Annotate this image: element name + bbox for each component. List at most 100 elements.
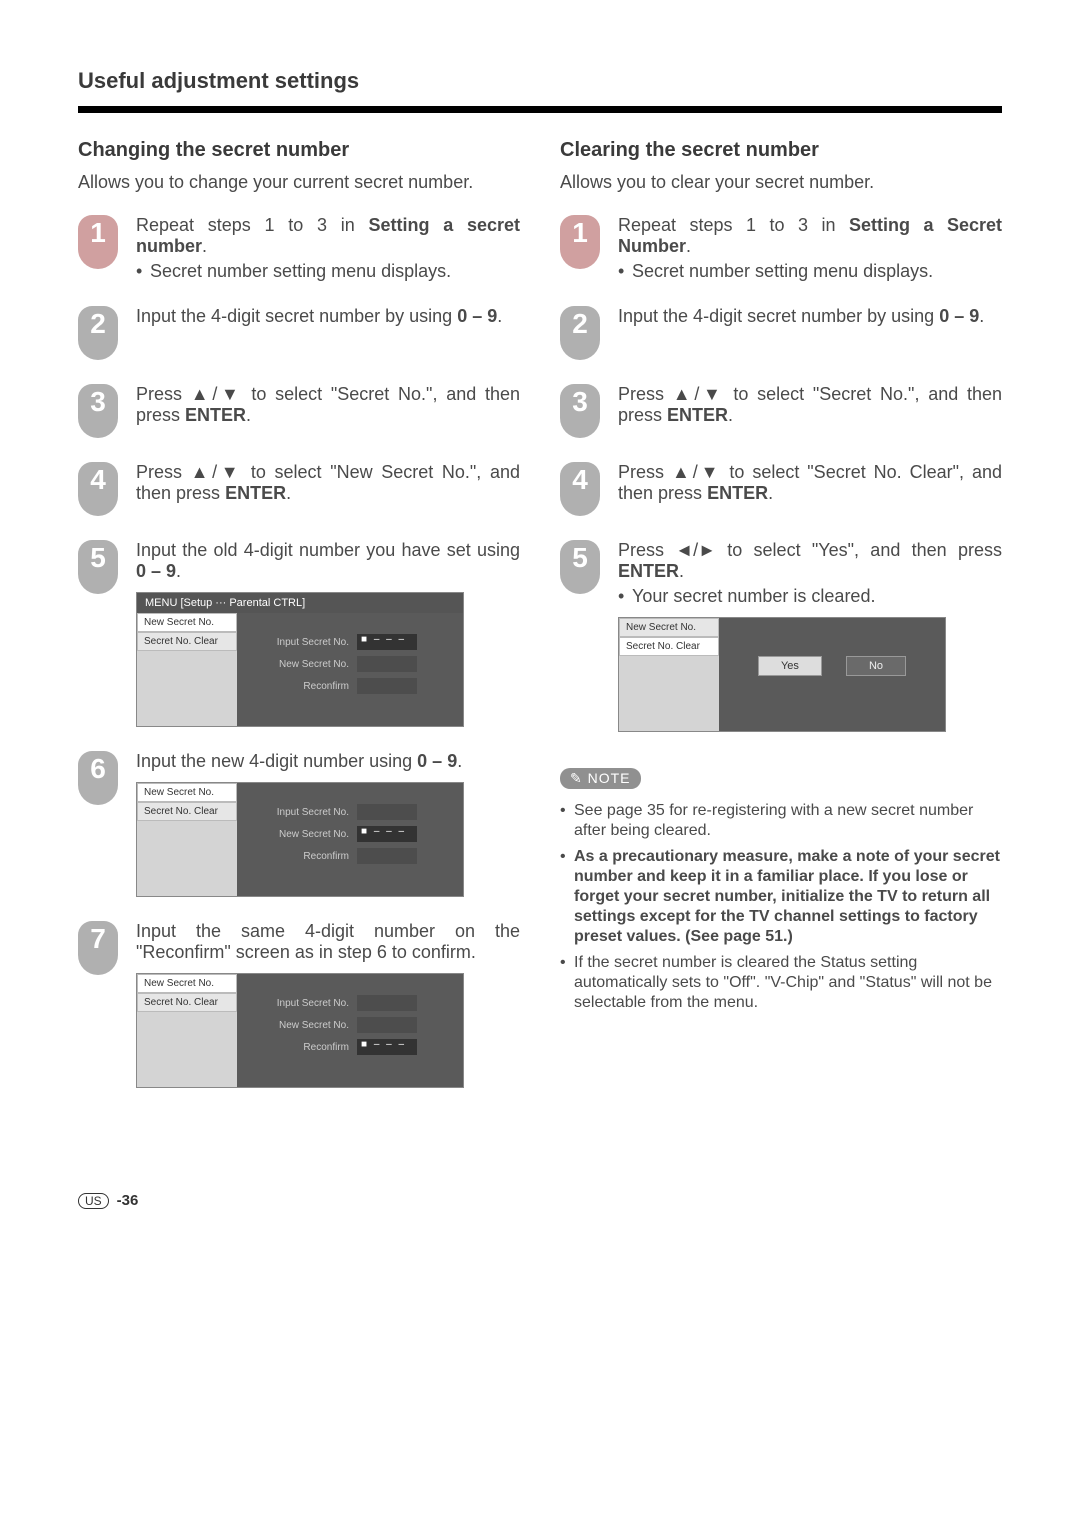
s1-bullet: Secret number setting menu displays. bbox=[136, 261, 520, 282]
ss3-f1: Input Secret No. bbox=[249, 998, 349, 1009]
ss1-b1: ■ – – – bbox=[357, 634, 417, 650]
ss2-f2: New Secret No. bbox=[249, 829, 349, 840]
r-step-num-2: 2 bbox=[560, 306, 600, 360]
ss2-b2: ■ – – – bbox=[357, 826, 417, 842]
ss1-f2: New Secret No. bbox=[249, 659, 349, 670]
step-6: 6 Input the new 4-digit number using 0 –… bbox=[78, 751, 520, 897]
s2a: Input the 4-digit secret number by using bbox=[136, 306, 457, 326]
step-num-5: 5 bbox=[78, 540, 118, 594]
heading-changing: Changing the secret number bbox=[78, 139, 520, 162]
ss1-b3 bbox=[357, 678, 417, 694]
step-4: 4 Press ▲/▼ to select "New Secret No.", … bbox=[78, 462, 520, 516]
s4a: Press ▲/▼ to select "New Secret No.", an… bbox=[136, 462, 520, 503]
r1a: Repeat steps 1 to 3 in bbox=[618, 215, 849, 235]
ss4-menu2: Secret No. Clear bbox=[619, 637, 719, 656]
step-2: 2 Input the 4-digit secret number by usi… bbox=[78, 306, 520, 360]
ss1-bar: MENU [Setup ··· Parental CTRL] bbox=[137, 593, 463, 613]
r2c: . bbox=[979, 306, 984, 326]
note-1: See page 35 for re-registering with a ne… bbox=[560, 801, 1002, 841]
r-step-1: 1 Repeat steps 1 to 3 in Setting a Secre… bbox=[560, 215, 1002, 282]
lead-clearing: Allows you to clear your secret number. bbox=[560, 172, 1002, 193]
screenshot-1: MENU [Setup ··· Parental CTRL] New Secre… bbox=[136, 592, 464, 727]
r-step-num-5: 5 bbox=[560, 540, 600, 594]
ss2-menu1: New Secret No. bbox=[137, 783, 237, 802]
s7: Input the same 4-digit number on the "Re… bbox=[136, 921, 520, 962]
step-num-3: 3 bbox=[78, 384, 118, 438]
page-title: Useful adjustment settings bbox=[78, 68, 1002, 113]
s5a: Input the old 4-digit number you have se… bbox=[136, 540, 520, 560]
r-step-2: 2 Input the 4-digit secret number by usi… bbox=[560, 306, 1002, 360]
r-step-num-1: 1 bbox=[560, 215, 600, 269]
notes: See page 35 for re-registering with a ne… bbox=[560, 801, 1002, 1013]
s1c: . bbox=[202, 236, 207, 256]
r5b: ENTER bbox=[618, 561, 679, 581]
s6b: 0 – 9 bbox=[417, 751, 457, 771]
r-step-4: 4 Press ▲/▼ to select "Secret No. Clear"… bbox=[560, 462, 1002, 516]
ss2-menu2: Secret No. Clear bbox=[137, 802, 237, 821]
step-num-4: 4 bbox=[78, 462, 118, 516]
ss3-b2 bbox=[357, 1017, 417, 1033]
note-3: If the secret number is cleared the Stat… bbox=[560, 953, 1002, 1013]
r3c: . bbox=[728, 405, 733, 425]
column-clearing: Clearing the secret number Allows you to… bbox=[560, 139, 1002, 1112]
r-step-num-4: 4 bbox=[560, 462, 600, 516]
s3b: ENTER bbox=[185, 405, 246, 425]
ss1-menu1: New Secret No. bbox=[137, 613, 237, 632]
ss3-f3: Reconfirm bbox=[249, 1042, 349, 1053]
s2b: 0 – 9 bbox=[457, 306, 497, 326]
footer-region: US bbox=[78, 1193, 109, 1209]
ss1-f1: Input Secret No. bbox=[249, 637, 349, 648]
column-changing: Changing the secret number Allows you to… bbox=[78, 139, 520, 1112]
note-label: ✎ NOTE bbox=[560, 768, 641, 789]
step-1: 1 Repeat steps 1 to 3 in Setting a secre… bbox=[78, 215, 520, 282]
step-7: 7 Input the same 4-digit number on the "… bbox=[78, 921, 520, 1088]
footer-page: -36 bbox=[117, 1192, 139, 1209]
r5c: . bbox=[679, 561, 684, 581]
step-num-1: 1 bbox=[78, 215, 118, 269]
ss3-f2: New Secret No. bbox=[249, 1020, 349, 1031]
ss1-f3: Reconfirm bbox=[249, 681, 349, 692]
screenshot-4: New Secret No. Secret No. Clear Yes No bbox=[618, 617, 946, 732]
note-2: As a precautionary measure, make a note … bbox=[560, 847, 1002, 947]
s5b: 0 – 9 bbox=[136, 561, 176, 581]
ss3-menu2: Secret No. Clear bbox=[137, 993, 237, 1012]
ss2-f1: Input Secret No. bbox=[249, 807, 349, 818]
ss4-menu1: New Secret No. bbox=[619, 618, 719, 637]
r-step-5: 5 Press ◄/► to select "Yes", and then pr… bbox=[560, 540, 1002, 732]
ss3-b3: ■ – – – bbox=[357, 1039, 417, 1055]
r-step-num-3: 3 bbox=[560, 384, 600, 438]
r3b: ENTER bbox=[667, 405, 728, 425]
r5-bullet: Your secret number is cleared. bbox=[618, 586, 1002, 607]
ss1-menu2: Secret No. Clear bbox=[137, 632, 237, 651]
step-num-2: 2 bbox=[78, 306, 118, 360]
page-footer: US -36 bbox=[78, 1192, 1002, 1209]
step-5: 5 Input the old 4-digit number you have … bbox=[78, 540, 520, 727]
r4b: ENTER bbox=[707, 483, 768, 503]
r4a: Press ▲/▼ to select "Secret No. Clear", … bbox=[618, 462, 1002, 503]
r-step-3: 3 Press ▲/▼ to select "Secret No.", and … bbox=[560, 384, 1002, 438]
screenshot-3: New Secret No. Secret No. Clear Input Se… bbox=[136, 973, 464, 1088]
ss2-f3: Reconfirm bbox=[249, 851, 349, 862]
s6c: . bbox=[457, 751, 462, 771]
ss2-b3 bbox=[357, 848, 417, 864]
s1a: Repeat steps 1 to 3 in bbox=[136, 215, 368, 235]
s2c: . bbox=[497, 306, 502, 326]
s4c: . bbox=[286, 483, 291, 503]
lead-changing: Allows you to change your current secret… bbox=[78, 172, 520, 193]
s6a: Input the new 4-digit number using bbox=[136, 751, 417, 771]
s4b: ENTER bbox=[225, 483, 286, 503]
r1-bullet: Secret number setting menu displays. bbox=[618, 261, 1002, 282]
heading-clearing: Clearing the secret number bbox=[560, 139, 1002, 162]
ss1-b2 bbox=[357, 656, 417, 672]
step-3: 3 Press ▲/▼ to select "Secret No.", and … bbox=[78, 384, 520, 438]
r2a: Input the 4-digit secret number by using bbox=[618, 306, 939, 326]
yes-button: Yes bbox=[758, 656, 822, 676]
r1c: . bbox=[686, 236, 691, 256]
r5a: Press ◄/► to select "Yes", and then pres… bbox=[618, 540, 1002, 560]
ss3-b1 bbox=[357, 995, 417, 1011]
ss2-b1 bbox=[357, 804, 417, 820]
step-num-6: 6 bbox=[78, 751, 118, 805]
step-num-7: 7 bbox=[78, 921, 118, 975]
r4c: . bbox=[768, 483, 773, 503]
screenshot-2: New Secret No. Secret No. Clear Input Se… bbox=[136, 782, 464, 897]
